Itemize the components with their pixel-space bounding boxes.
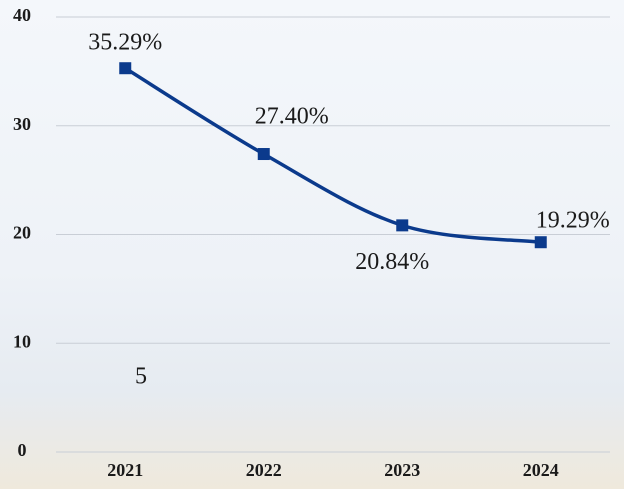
marker — [396, 219, 409, 232]
data-label: 27.40% — [255, 104, 329, 130]
y-tick-label: 30 — [13, 114, 31, 134]
y-tick-label: 10 — [13, 331, 31, 351]
x-tick-label: 2023 — [384, 460, 420, 480]
data-label: 19.29% — [536, 208, 610, 234]
data-label: 35.29% — [88, 30, 162, 56]
line — [124, 66, 541, 244]
marker — [257, 148, 270, 161]
y-tick-label: 0 — [18, 440, 27, 460]
y-tick-label: 40 — [13, 5, 31, 25]
x-tick-label: 2024 — [523, 460, 559, 480]
marker — [119, 62, 132, 75]
y-tick-label: 20 — [13, 223, 31, 243]
data-label: 20.84% — [355, 249, 429, 275]
x-tick-label: 2022 — [246, 460, 282, 480]
annotation: 5 — [135, 364, 147, 390]
x-tick-label: 2021 — [107, 460, 143, 480]
marker — [534, 236, 547, 249]
